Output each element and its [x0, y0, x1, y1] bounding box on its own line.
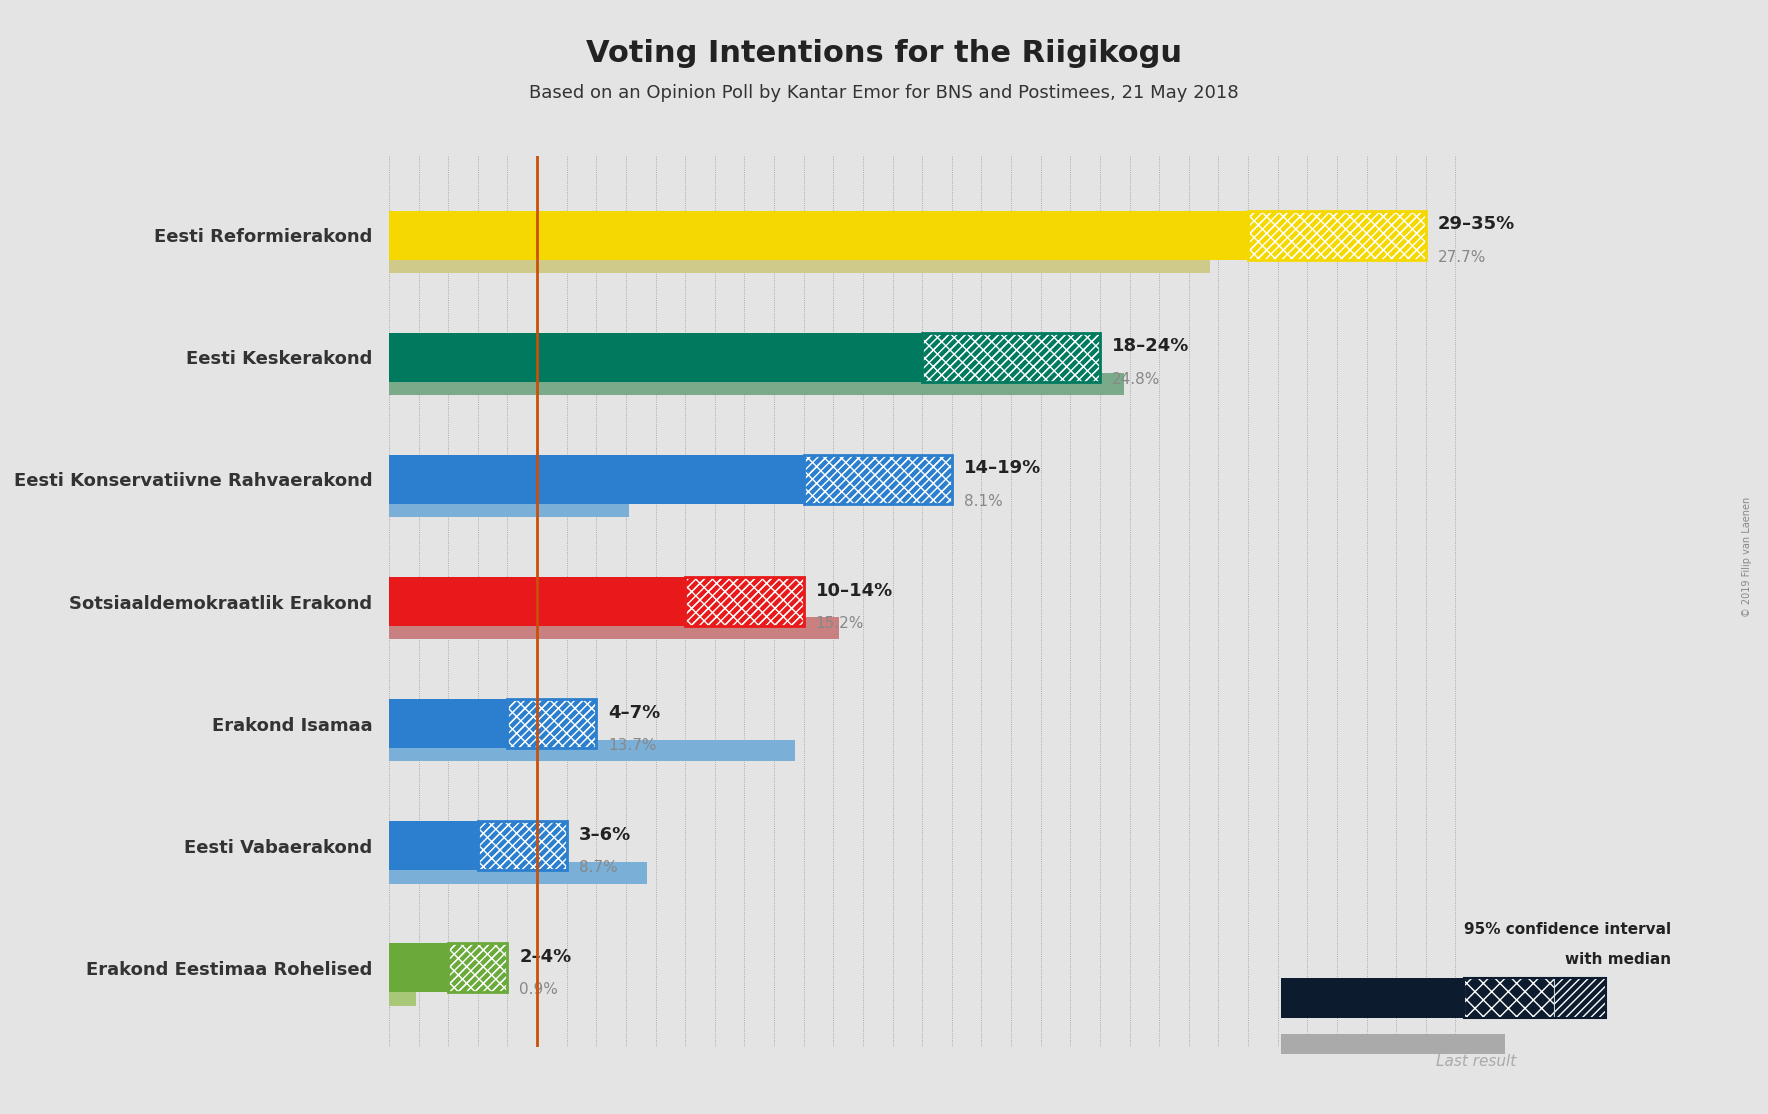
Bar: [686, 577, 804, 626]
Bar: [389, 700, 507, 749]
Bar: [477, 821, 568, 870]
Bar: [477, 821, 568, 870]
Text: 27.7%: 27.7%: [1437, 250, 1487, 265]
Text: 8.7%: 8.7%: [578, 860, 617, 876]
Bar: [389, 333, 923, 382]
Bar: [923, 333, 1100, 382]
Text: 15.2%: 15.2%: [815, 616, 865, 631]
Bar: [389, 577, 686, 626]
Bar: [1282, 1034, 1505, 1055]
Text: © 2019 Filip van Laenen: © 2019 Filip van Laenen: [1741, 497, 1752, 617]
Bar: [389, 251, 1209, 273]
Bar: [1464, 978, 1554, 1017]
Text: 24.8%: 24.8%: [1112, 372, 1160, 387]
Bar: [507, 700, 596, 749]
Text: 8.1%: 8.1%: [964, 494, 1002, 509]
Text: 0.9%: 0.9%: [520, 983, 559, 997]
Bar: [923, 333, 1100, 382]
Text: 95% confidence interval: 95% confidence interval: [1464, 921, 1671, 937]
Text: 18–24%: 18–24%: [1112, 338, 1190, 355]
Bar: [507, 700, 596, 749]
Bar: [804, 455, 951, 504]
Text: Last result: Last result: [1436, 1055, 1517, 1069]
Bar: [389, 944, 449, 993]
Bar: [389, 455, 804, 504]
Bar: [449, 944, 507, 993]
Text: Based on an Opinion Poll by Kantar Emor for BNS and Postimees, 21 May 2018: Based on an Opinion Poll by Kantar Emor …: [529, 84, 1239, 101]
Bar: [804, 455, 951, 504]
Bar: [1282, 978, 1464, 1017]
Bar: [507, 700, 596, 749]
Bar: [389, 740, 796, 762]
Bar: [389, 373, 1124, 395]
Bar: [449, 944, 507, 993]
Bar: [449, 944, 507, 993]
Text: 13.7%: 13.7%: [608, 739, 656, 753]
Text: 10–14%: 10–14%: [815, 582, 893, 599]
Bar: [804, 455, 951, 504]
Bar: [1248, 211, 1425, 260]
Bar: [686, 577, 804, 626]
Bar: [686, 577, 804, 626]
Bar: [1248, 211, 1425, 260]
Text: 4–7%: 4–7%: [608, 704, 661, 722]
Text: 2–4%: 2–4%: [520, 948, 571, 966]
Bar: [389, 984, 415, 1006]
Bar: [477, 821, 568, 870]
Bar: [389, 211, 1248, 260]
Text: 14–19%: 14–19%: [964, 459, 1041, 478]
Bar: [389, 617, 840, 639]
Bar: [923, 333, 1100, 382]
Text: 3–6%: 3–6%: [578, 825, 631, 843]
Bar: [389, 861, 647, 883]
Text: Voting Intentions for the Riigikogu: Voting Intentions for the Riigikogu: [585, 39, 1183, 68]
Bar: [389, 821, 477, 870]
Bar: [1248, 211, 1425, 260]
Bar: [1464, 978, 1607, 1017]
Text: with median: with median: [1565, 951, 1671, 967]
Text: 29–35%: 29–35%: [1437, 215, 1515, 233]
Bar: [1554, 978, 1607, 1017]
Bar: [389, 496, 629, 517]
